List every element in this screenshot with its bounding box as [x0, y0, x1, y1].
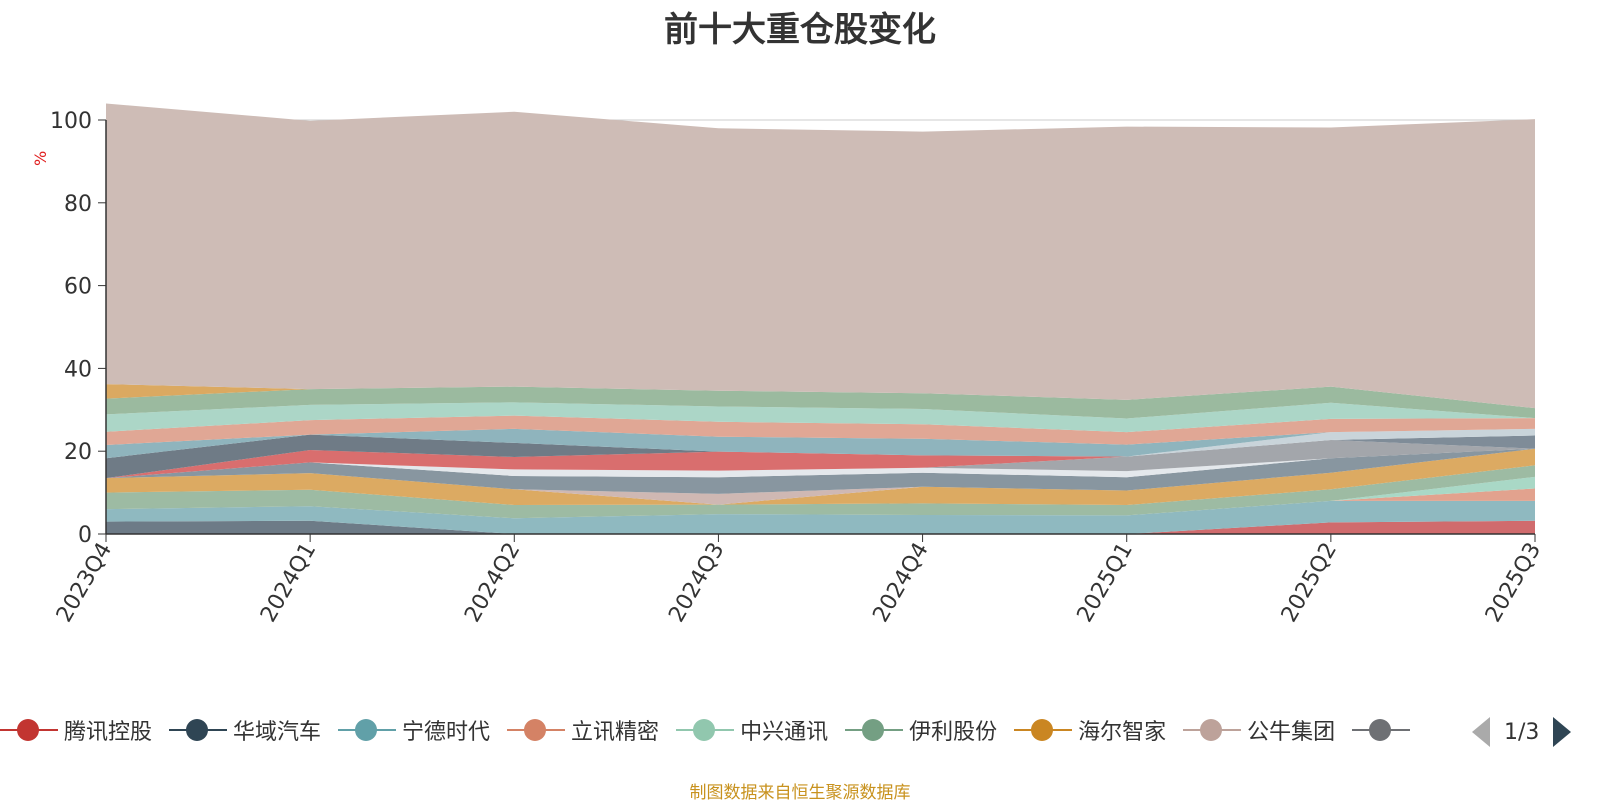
source-note: 制图数据来自恒生聚源数据库: [689, 783, 911, 803]
y-axis-unit: %: [31, 151, 50, 166]
legend-item[interactable]: 公牛集团: [1183, 710, 1335, 750]
legend-next-icon[interactable]: [1553, 717, 1572, 747]
chart-area: 0 20 40 60 80 100 2023Q4 2024Q1 2024Q2 2024Q3 2024…: [31, 103, 1546, 627]
area-series-6[interactable]: [106, 448, 1535, 506]
legend-marker-icon: [1183, 718, 1242, 742]
legend-prev-icon[interactable]: [1472, 717, 1490, 747]
area-series-9[interactable]: [106, 448, 1535, 479]
y-tick-label: 20: [64, 440, 92, 465]
legend-marker-icon: [169, 718, 228, 742]
legend-label: 中兴通讯: [740, 720, 829, 745]
legend-item[interactable]: 海尔智家: [1014, 710, 1166, 750]
area-series-17[interactable]: [106, 402, 1535, 433]
area-series-0[interactable]: [106, 520, 1535, 534]
legend-pager: 1/3: [1472, 716, 1572, 748]
x-tick-label: 2024Q2: [460, 539, 525, 627]
y-tick-label: 100: [50, 109, 92, 134]
area-series-13[interactable]: [106, 428, 1535, 479]
area-series-18[interactable]: [106, 386, 1535, 419]
legend-label: 海尔智家: [1078, 720, 1167, 745]
area-series-7[interactable]: [106, 448, 1535, 505]
area-series-11[interactable]: [106, 435, 1535, 479]
legend-item[interactable]: 腾讯控股: [0, 710, 152, 750]
y-tick-label: 60: [64, 275, 92, 300]
area-series-10[interactable]: [106, 440, 1535, 479]
chart-title: 前十大重仓股变化: [664, 10, 936, 50]
legend-label: 伊利股份: [909, 720, 998, 745]
y-tick-label: 80: [64, 192, 92, 217]
x-tick-label: 2025Q3: [1481, 539, 1546, 627]
legend-item[interactable]: 宁德时代: [338, 710, 490, 750]
area-series-1[interactable]: [106, 520, 1535, 534]
area-series-5[interactable]: [106, 465, 1535, 519]
legend-label: 宁德时代: [402, 720, 491, 745]
area-series-14[interactable]: [106, 428, 1535, 479]
area-series-20[interactable]: [106, 103, 1535, 409]
legend-item[interactable]: 伊利股份: [845, 710, 997, 750]
y-tick-label: 40: [64, 357, 92, 382]
x-tick-label: 2025Q2: [1277, 539, 1342, 627]
legend-label: 公牛集团: [1247, 720, 1336, 745]
x-tick-label: 2024Q3: [664, 539, 729, 627]
legend-marker-icon: [1352, 718, 1411, 742]
legend-item[interactable]: 华域汽车: [169, 710, 321, 750]
legend-marker-icon: [676, 718, 735, 742]
legend: 腾讯控股 华域汽车 宁德时代 立讯精密 中兴通讯 伊利股份 海尔智家 公牛集团: [0, 710, 1470, 750]
legend-marker-icon: [507, 718, 566, 742]
legend-marker-icon: [338, 718, 397, 742]
y-tick-label: 0: [78, 523, 92, 548]
legend-marker-icon: [845, 718, 904, 742]
legend-marker-icon: [1014, 718, 1073, 742]
x-tick-label: 2024Q4: [868, 539, 933, 627]
x-tick-label: 2023Q4: [52, 539, 117, 627]
area-series-12[interactable]: [106, 435, 1535, 479]
legend-marker-icon: [0, 718, 58, 742]
area-series-15[interactable]: [106, 428, 1535, 459]
legend-label: 立讯精密: [571, 720, 660, 745]
x-tick-label: 2025Q1: [1073, 539, 1138, 627]
legend-label: 腾讯控股: [64, 720, 153, 745]
area-series-8[interactable]: [106, 448, 1535, 494]
legend-label: 华域汽车: [233, 720, 322, 745]
area-series-16[interactable]: [106, 415, 1535, 445]
area-series-2[interactable]: [106, 500, 1535, 534]
legend-item[interactable]: 中兴通讯: [676, 710, 828, 750]
legend-item[interactable]: [1352, 710, 1416, 750]
x-tick-label: 2024Q1: [256, 539, 321, 627]
legend-page-indicator: 1/3: [1504, 719, 1540, 745]
area-layer: [106, 103, 1535, 534]
legend-item[interactable]: 立讯精密: [507, 710, 659, 750]
